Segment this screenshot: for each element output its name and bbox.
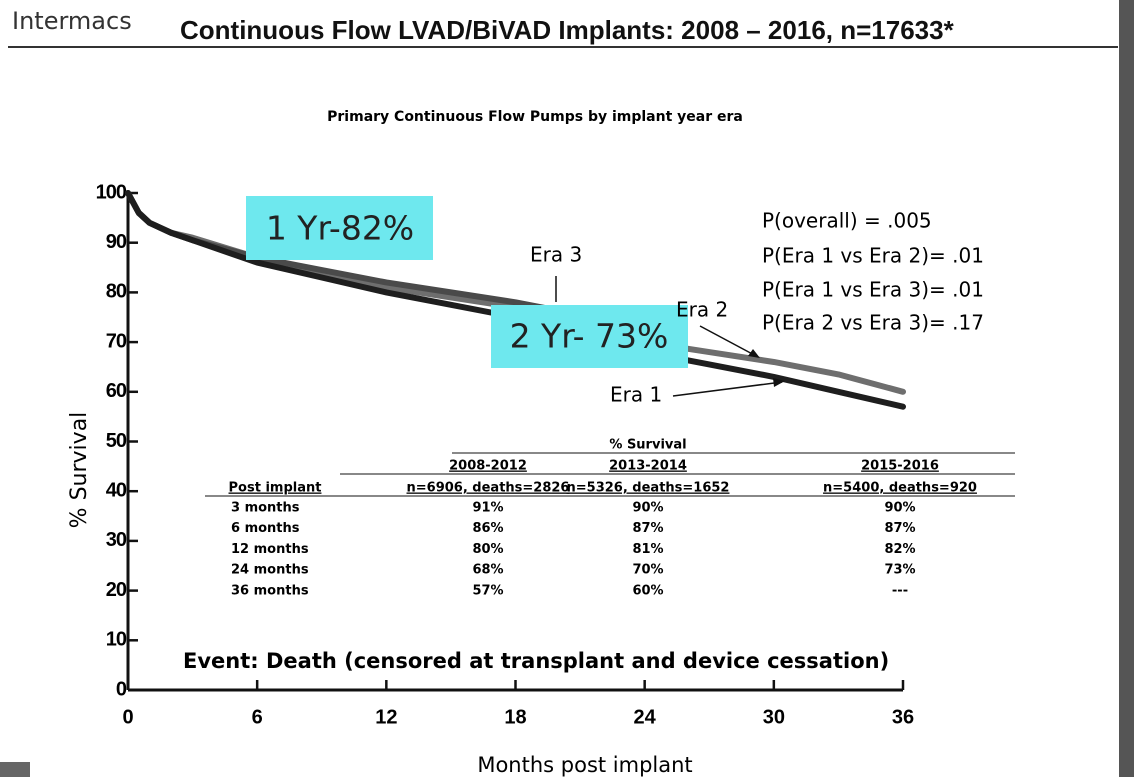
x-tick-label: 0 [122,706,133,728]
annotation: 1 Yr-82% [266,209,414,248]
arrowhead [773,378,785,387]
table-cell: 91% [472,501,503,516]
y-tick-label: 10 [106,629,127,651]
table-cell: 87% [632,521,663,536]
y-tick-label: 30 [106,529,127,551]
column-header: Post implant [229,481,322,496]
table-cell: 80% [472,542,503,557]
row-label: 6 months [231,521,300,536]
series-label: Era 3 [530,243,582,267]
column-count: n=5400, deaths=920 [823,481,977,496]
y-tick-label: 0 [116,678,127,700]
event-note: Event: Death (censored at transplant and… [183,649,889,673]
series-label: Era 1 [610,383,662,407]
p-value: P(Era 2 vs Era 3)= .17 [762,311,984,335]
column-count: n=5326, deaths=1652 [567,481,730,496]
series-label: Era 2 [676,298,728,322]
table-cell: 82% [884,542,915,557]
y-tick-label: 50 [106,430,127,452]
slide-title: Continuous Flow LVAD/BiVAD Implants: 200… [180,15,955,45]
row-label: 24 months [231,563,309,578]
era2-pointer [699,325,759,358]
x-tick-label: 36 [892,706,914,728]
x-axis-label: Months post implant [477,753,692,777]
annotation-box [491,305,688,368]
table-cell: 68% [472,563,503,578]
row-label: 12 months [231,542,309,557]
plot: 0 10 20 30 40 50 60 70 80 90 100 0 6 12 18 24 30 36 [96,181,915,728]
y-tick-label: 70 [106,330,127,352]
overlay: 1 Yr-82% 2 Yr- 73% Era 3 Era 2 Era 1 P(o… [183,196,984,673]
row-label: 36 months [231,583,309,598]
chart-title: Primary Continuous Flow Pumps by implant… [327,109,743,125]
y-tick-label: 90 [106,231,127,253]
column-header: 2008-2012 [449,459,527,474]
annotation-box [246,196,433,260]
arrowhead [748,349,760,358]
table-cell: 81% [632,542,663,557]
x-tick-label: 24 [634,706,657,728]
x-tick-label: 12 [375,706,397,728]
y-axis-label: % Survival [67,412,92,529]
table-cell: 60% [632,583,663,598]
photo-edge [0,762,30,777]
p-value: P(overall) = .005 [762,209,932,233]
y-tick-label: 40 [106,479,127,501]
survival-curve [125,190,906,410]
p-value: P(Era 1 vs Era 2)= .01 [762,244,984,268]
survival-table: % Survival Post implant 2008-2012 2013-201… [205,438,1015,598]
table-cell: 87% [884,521,915,536]
table-title: % Survival [609,438,686,453]
annotation: 2 Yr- 73% [510,317,669,356]
logo: Intermacs [12,7,132,35]
table-cell: 57% [472,583,503,598]
p-value: P(Era 1 vs Era 3)= .01 [762,278,984,302]
y-tick-label: 100 [96,181,127,203]
x-tick-label: 18 [504,706,526,728]
y-tick-label: 80 [106,281,127,303]
era1-pointer [672,381,783,397]
y-tick-label: 60 [106,380,127,402]
table-cell: 86% [472,521,503,536]
photo-edge [1119,0,1134,777]
table-cell: 90% [884,501,915,516]
column-header: 2013-2014 [609,459,687,474]
table-cell: 70% [632,563,663,578]
column-count: n=6906, deaths=2826 [407,481,570,496]
column-header: 2015-2016 [861,459,939,474]
x-tick-label: 6 [252,706,263,728]
table-cell: 90% [632,501,663,516]
x-tick-label: 30 [763,706,785,728]
y-tick-label: 20 [106,579,127,601]
row-label: 3 months [231,501,300,516]
table-cell: 73% [884,563,915,578]
table-cell: --- [892,583,908,598]
